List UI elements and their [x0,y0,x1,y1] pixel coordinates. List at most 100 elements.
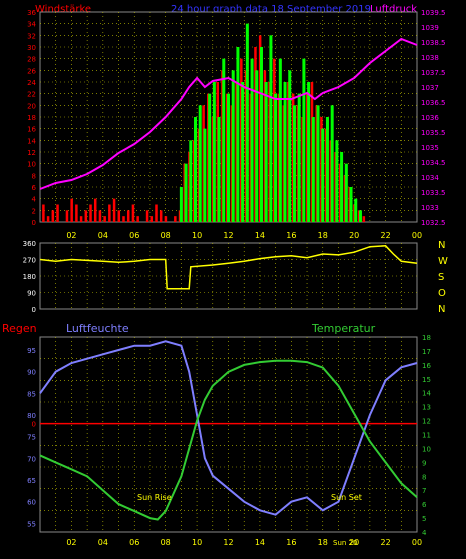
y-tick-label: 12 [27,149,36,157]
y-tick-label: 1036 [421,114,439,122]
gust-bar [236,47,240,222]
wind-bar [108,204,111,222]
gust-bar [227,93,230,223]
x-tick-label: 22 [380,538,390,547]
y-tick-label: 1032.5 [421,219,446,227]
temperature-axis-title: Temperatur [311,322,376,335]
wind-bar [155,204,158,222]
gust-bar [354,198,358,222]
y-tick-label: 60 [27,499,36,507]
humidity-temp-panel [39,336,418,533]
x-tick-label: 16 [286,231,296,240]
y-tick-label: 11 [422,432,431,440]
y-tick-label: 30 [27,44,36,52]
y-tick-label: 360 [23,240,36,248]
gust-bar [321,128,325,222]
y-tick-label: 12 [422,418,431,426]
humidity-temp-x-axis: 02 04 06 08 10 12 14 16 18 20 22 00 [66,538,422,547]
gust-bar [250,58,254,222]
rain-reference: 0 [32,421,417,429]
wind-bar [93,198,97,222]
gust-bar [255,70,259,222]
wind-bar [51,210,55,222]
humidity-y-axis: 55 60 65 70 75 80 85 90 95 [27,347,36,528]
y-tick-label: 1037.5 [421,69,446,77]
graph-title: 24 hour graph data 18 September 2019 [171,4,371,15]
sunset-time-marker: Sun 20 [333,539,357,547]
humidity-line [39,340,418,516]
gust-bar [189,140,193,222]
gust-bar [203,128,207,222]
y-tick-label: 34 [27,21,36,29]
y-tick-label: 6 [422,501,427,509]
y-tick-label: 26 [27,67,36,75]
wind-bar [159,210,163,222]
y-tick-label: 180 [23,273,36,281]
y-tick-label: 1035 [421,144,439,152]
wind-bar [117,210,121,222]
x-tick-label: 18 [318,231,328,240]
gust-bar [212,82,216,222]
y-tick-label: 4 [422,529,427,537]
gust-bar [274,93,278,223]
wind-bar [75,204,78,222]
gust-bar [179,187,183,222]
y-tick-label: 17 [422,348,431,356]
gust-bar [264,82,268,222]
y-tick-label: 13 [422,404,431,412]
y-tick-label: 10 [27,161,36,169]
x-tick-label: 08 [161,538,171,547]
gust-bar [311,117,315,222]
wind-bar [131,204,135,222]
humidity-series [39,340,418,516]
wind-bar [164,216,168,222]
y-tick-label: 90 [27,290,36,298]
gust-bar [278,58,282,222]
y-tick-label: 65 [27,477,36,485]
y-tick-label: 28 [27,56,36,64]
x-tick-label: 14 [255,231,265,240]
y-tick-label: 1038.5 [421,39,446,47]
wind-bar [136,216,139,222]
gust-bar [325,117,329,222]
gust-bar [316,105,320,222]
gust-bar [217,117,221,222]
y-tick-label: 18 [422,334,431,342]
y-tick-label: 18 [27,114,36,122]
y-tick-label: 85 [27,390,36,398]
y-tick-label: 0 [32,306,36,314]
direction-line [39,245,418,290]
pressure-y-axis: 1032.5 1033 1033.5 1034 1034.5 1035 1035.5 1036… [421,9,446,227]
y-tick-label: 6 [32,184,37,192]
wind-bar [145,210,149,222]
wind-x-axis: 02 04 06 08 10 12 14 16 18 20 22 00 [66,231,422,240]
gust-bar [269,35,273,223]
y-tick-label: 10 [422,445,431,453]
gust-bar [302,58,306,222]
gust-series [179,23,362,223]
y-tick-label: 1038 [421,54,439,62]
gust-bar [292,105,296,222]
gust-bar [208,93,212,223]
wind-bar [98,210,102,222]
x-tick-label: 18 [318,538,328,547]
x-tick-label: 10 [192,231,202,240]
x-tick-label: 22 [380,231,390,240]
y-tick-label: 55 [27,520,36,528]
y-tick-label: 36 [27,9,36,17]
gust-bar [307,82,311,222]
y-tick-label: 95 [27,347,36,355]
x-tick-label: 14 [255,538,265,547]
rain-tick-label: 0 [32,421,36,429]
sunset-label: Sun Set [331,493,362,502]
wind-bar [362,216,366,222]
rain-axis-title: Regen [2,322,37,335]
wind-bar [84,210,88,222]
y-tick-label: 90 [27,369,36,377]
wind-bar [42,204,45,222]
gust-bar [297,93,301,223]
temperature-series [39,359,418,521]
gust-bar [344,163,348,222]
y-tick-label: 24 [27,79,36,87]
